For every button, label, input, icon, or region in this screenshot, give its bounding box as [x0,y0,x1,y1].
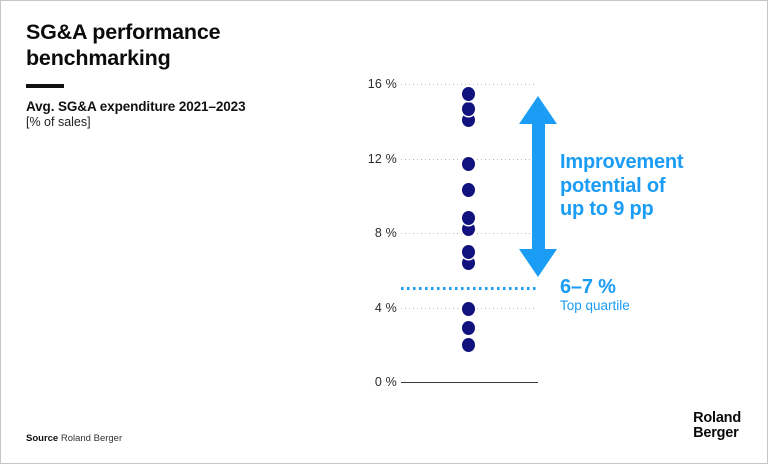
data-point [461,86,475,101]
logo-line1: Roland [693,410,741,426]
source-note: Source Roland Berger [26,433,122,444]
improvement-arrow-head-down [519,248,557,277]
page-title-line2: benchmarking [26,46,171,70]
y-tick-label-12: 12 % [367,151,397,166]
improvement-line1: Improvement [560,151,684,173]
data-point [461,222,475,237]
quartile-value: 6–7 % [560,276,616,298]
data-point [461,337,475,352]
data-point [461,211,475,226]
source-value: Roland Berger [60,433,123,444]
page-title: SG&A performance benchmarking [26,19,221,71]
top-quartile-annotation: 6–7 % Top quartile [560,276,630,314]
y-tick-label-8: 8 % [374,226,397,241]
page-title-line1: SG&A performance [26,20,221,44]
improvement-line3: up to 9 pp [560,198,654,220]
x-axis-baseline [401,382,538,383]
improvement-arrow-head-up [519,95,557,124]
data-point [461,255,475,270]
improvement-arrow-shaft [531,122,545,250]
logo-line2: Berger [693,424,739,441]
data-point [461,101,475,116]
chart-subtitle: Avg. SG&A expenditure 2021–2023 [26,99,246,114]
title-underline [26,84,64,88]
data-point [461,244,475,259]
improvement-line2: potential of [560,174,666,197]
top-quartile-line [401,287,538,290]
data-point [461,302,475,317]
quartile-label: Top quartile [560,298,630,313]
data-point [461,321,475,336]
improvement-annotation: Improvement potential of up to 9 pp [560,151,684,222]
data-point [461,157,475,172]
y-tick-label-16: 16 % [367,77,397,92]
chart-unit: [% of sales] [26,115,91,129]
data-point [461,112,475,127]
y-tick-label-4: 4 % [374,300,397,315]
gridline-16pct [401,84,536,86]
source-label: Source [26,433,59,444]
data-point [461,183,475,198]
y-tick-label-0: 0 % [374,375,397,389]
roland-berger-logo: Roland Berger [693,411,741,440]
